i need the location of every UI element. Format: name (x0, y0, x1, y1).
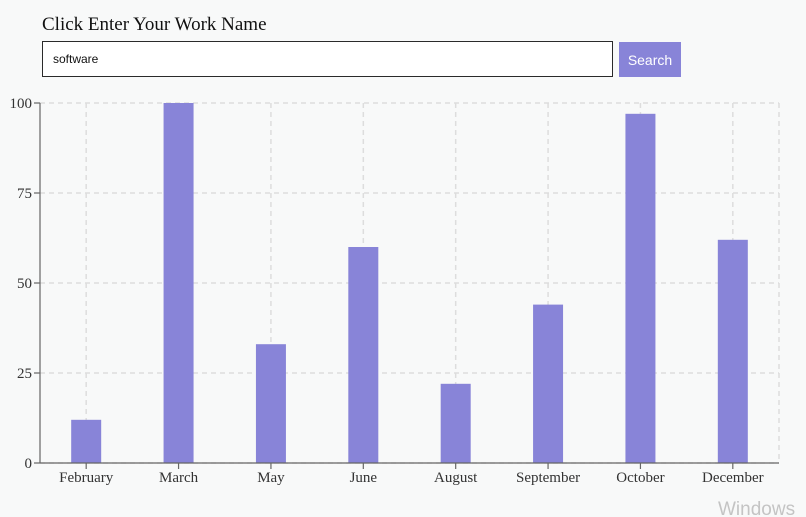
bar-february (71, 419, 102, 463)
x-tick-label: December (702, 470, 764, 486)
bar-december (717, 239, 748, 463)
bar-august (440, 383, 471, 463)
work-name-input[interactable] (42, 41, 613, 77)
x-tick-label: August (434, 470, 478, 486)
bar-october (625, 113, 656, 464)
x-tick-label: October (616, 470, 664, 486)
bar-june (348, 247, 379, 463)
x-tick-label: June (350, 470, 378, 486)
x-tick-label: February (59, 470, 114, 486)
bar-september (533, 304, 564, 463)
windows-watermark: Windows (718, 499, 796, 517)
y-tick-label: 0 (25, 456, 33, 472)
bar-may (255, 344, 286, 463)
search-button[interactable]: Search (619, 42, 681, 77)
x-tick-label: May (257, 470, 285, 486)
y-tick-label: 100 (10, 96, 33, 112)
x-tick-label: March (159, 470, 199, 486)
bar-march (163, 103, 194, 463)
y-tick-label: 75 (17, 186, 32, 202)
x-tick-label: September (516, 470, 580, 486)
y-tick-label: 50 (17, 276, 32, 292)
y-tick-label: 25 (17, 366, 32, 382)
search-prompt-label: Click Enter Your Work Name (42, 14, 267, 35)
